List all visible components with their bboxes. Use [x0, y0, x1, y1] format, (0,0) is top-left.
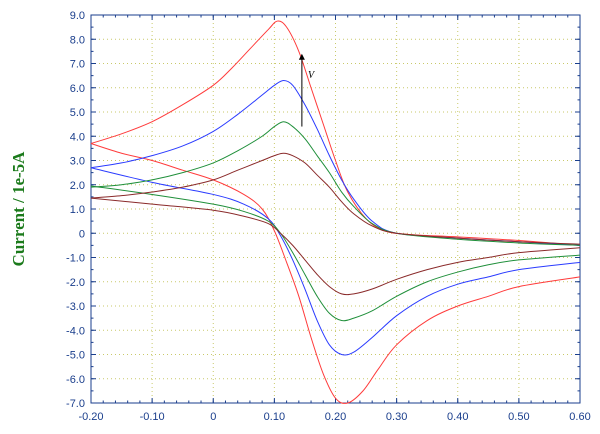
- x-tick-label: 0.30: [386, 411, 407, 423]
- y-tick-label: -6.0: [66, 374, 85, 386]
- y-tick-label: 5.0: [70, 107, 85, 119]
- x-tick-label: 0.40: [447, 411, 468, 423]
- x-tick-label: 0: [210, 411, 216, 423]
- x-tick-label: 0.10: [264, 411, 285, 423]
- y-tick-label: -5.0: [66, 350, 85, 362]
- y-tick-label: -3.0: [66, 301, 85, 313]
- y-tick-label: 3.0: [70, 156, 85, 168]
- y-tick-label: -4.0: [66, 325, 85, 337]
- x-tick-label: -0.10: [140, 411, 165, 423]
- y-tick-label: 2.0: [70, 180, 85, 192]
- y-tick-label: 6.0: [70, 83, 85, 95]
- x-tick-label: 0.50: [508, 411, 529, 423]
- y-tick-label: 1.0: [70, 204, 85, 216]
- series-1-reverse-scan: [90, 167, 581, 356]
- y-axis-label: Current / 1e-5A: [9, 151, 28, 267]
- y-tick-label: 7.0: [70, 59, 85, 71]
- y-tick-label: -2.0: [66, 277, 85, 289]
- y-tick-label: 8.0: [70, 34, 85, 46]
- series-group: [90, 20, 581, 404]
- y-tick-label: 9.0: [70, 10, 85, 22]
- scan-rate-annotation-label: V: [308, 70, 316, 81]
- y-tick-label: -7.0: [66, 398, 85, 410]
- x-tick-label: 0.20: [325, 411, 346, 423]
- annotation: V: [298, 53, 316, 127]
- arrow-head: [298, 53, 305, 60]
- series-3-reverse-scan: [90, 197, 581, 296]
- series-3-forward-scan: [90, 152, 581, 245]
- y-tick-label: -1.0: [66, 253, 85, 265]
- y-tick-label: 0: [79, 228, 85, 240]
- axis-ticks: -0.20 -0.10 0 0.10 0.20 0.30 0.40 0.50 0.60 9.0 8.…: [66, 10, 591, 423]
- y-tick-label: 4.0: [70, 131, 85, 143]
- x-tick-label: -0.20: [78, 411, 103, 423]
- series-0-reverse-scan: [90, 143, 581, 404]
- series-2-reverse-scan: [90, 185, 581, 322]
- x-tick-label: 0.60: [569, 411, 590, 423]
